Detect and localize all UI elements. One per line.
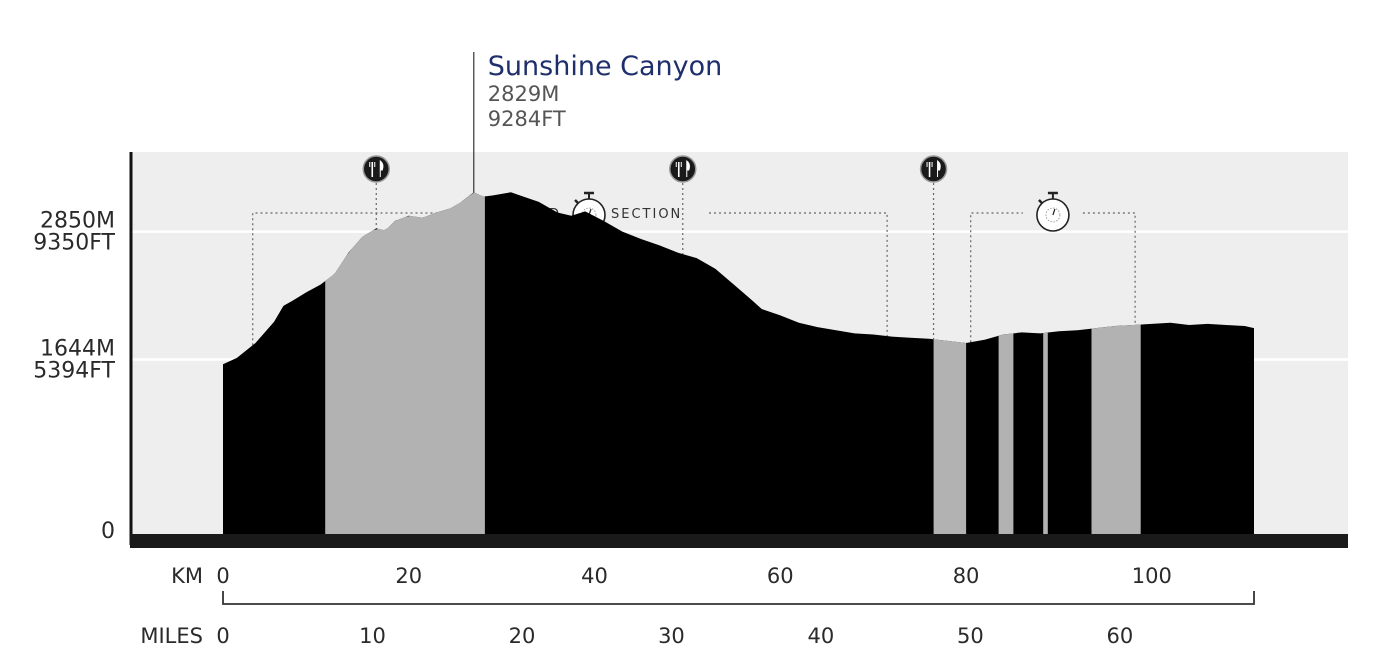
highlight-segment-2 [998, 333, 1014, 534]
mile-tick-6: 60 [1107, 624, 1134, 648]
elevation-label-m-2: 0 [101, 519, 115, 544]
stopwatch-icon [1036, 191, 1070, 232]
km-tick-3: 60 [767, 564, 794, 588]
km-tick-5: 100 [1132, 564, 1172, 588]
mile-tick-1: 10 [359, 624, 386, 648]
elevation-label-m-0: 2850M [40, 209, 115, 234]
x-unit-label-km: KM [171, 564, 203, 588]
km-tick-1: 20 [395, 564, 422, 588]
elevation-label-m-1: 1644M [40, 337, 115, 362]
timed-section-1 [970, 191, 1136, 343]
timed-bracket-right [709, 212, 888, 337]
aid-station-1 [669, 155, 697, 255]
aid-station-2 [919, 155, 948, 340]
fork-knife-icon [919, 155, 948, 183]
timed-bracket-left [252, 212, 507, 346]
peak-elevation-m: 2829M [488, 82, 560, 106]
timed-bracket-right [1082, 212, 1136, 325]
highlight-segment-1 [933, 339, 967, 534]
km-tick-0: 0 [216, 564, 229, 588]
highlight-segment-0 [325, 192, 485, 534]
mile-tick-4: 40 [808, 624, 835, 648]
highlight-segment-3 [1043, 332, 1048, 534]
ground-bar [130, 534, 1348, 548]
distance-bracket [222, 591, 1255, 605]
elevation-label-ft-1: 5394FT [33, 359, 115, 384]
mile-tick-2: 20 [509, 624, 536, 648]
mile-tick-0: 0 [216, 624, 229, 648]
timed-label-right: SECTION [611, 207, 682, 222]
peak-name: Sunshine Canyon [488, 51, 722, 82]
mile-tick-3: 30 [658, 624, 685, 648]
km-tick-4: 80 [953, 564, 980, 588]
fork-knife-icon [362, 155, 391, 183]
mile-tick-5: 50 [957, 624, 984, 648]
fork-knife-icon [669, 155, 697, 183]
peak-elevation-ft: 9284FT [488, 107, 566, 131]
elevation-label-ft-0: 9350FT [33, 231, 115, 256]
highlight-segment-4 [1091, 324, 1141, 534]
km-tick-2: 40 [581, 564, 608, 588]
x-unit-label-miles: MILES [140, 624, 203, 648]
aid-station-0 [362, 155, 391, 229]
